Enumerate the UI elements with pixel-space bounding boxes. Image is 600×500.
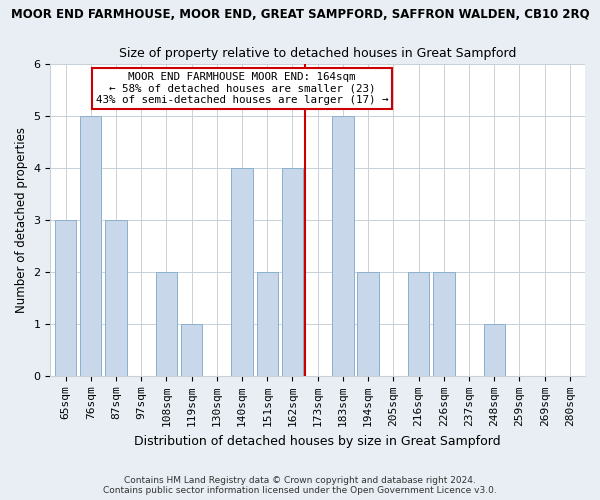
Bar xyxy=(155,272,177,376)
Bar xyxy=(232,168,253,376)
Text: Contains HM Land Registry data © Crown copyright and database right 2024.
Contai: Contains HM Land Registry data © Crown c… xyxy=(103,476,497,495)
Bar xyxy=(433,272,455,376)
Bar xyxy=(181,324,202,376)
Bar xyxy=(105,220,127,376)
Text: MOOR END FARMHOUSE MOOR END: 164sqm
← 58% of detached houses are smaller (23)
43: MOOR END FARMHOUSE MOOR END: 164sqm ← 58… xyxy=(96,72,388,106)
Y-axis label: Number of detached properties: Number of detached properties xyxy=(15,127,28,313)
Text: MOOR END FARMHOUSE, MOOR END, GREAT SAMPFORD, SAFFRON WALDEN, CB10 2RQ: MOOR END FARMHOUSE, MOOR END, GREAT SAMP… xyxy=(11,8,589,20)
Bar xyxy=(55,220,76,376)
Bar xyxy=(257,272,278,376)
Bar xyxy=(282,168,303,376)
Bar xyxy=(80,116,101,376)
Bar xyxy=(408,272,429,376)
Bar xyxy=(484,324,505,376)
Title: Size of property relative to detached houses in Great Sampford: Size of property relative to detached ho… xyxy=(119,48,517,60)
Bar xyxy=(358,272,379,376)
X-axis label: Distribution of detached houses by size in Great Sampford: Distribution of detached houses by size … xyxy=(134,434,501,448)
Bar xyxy=(332,116,353,376)
